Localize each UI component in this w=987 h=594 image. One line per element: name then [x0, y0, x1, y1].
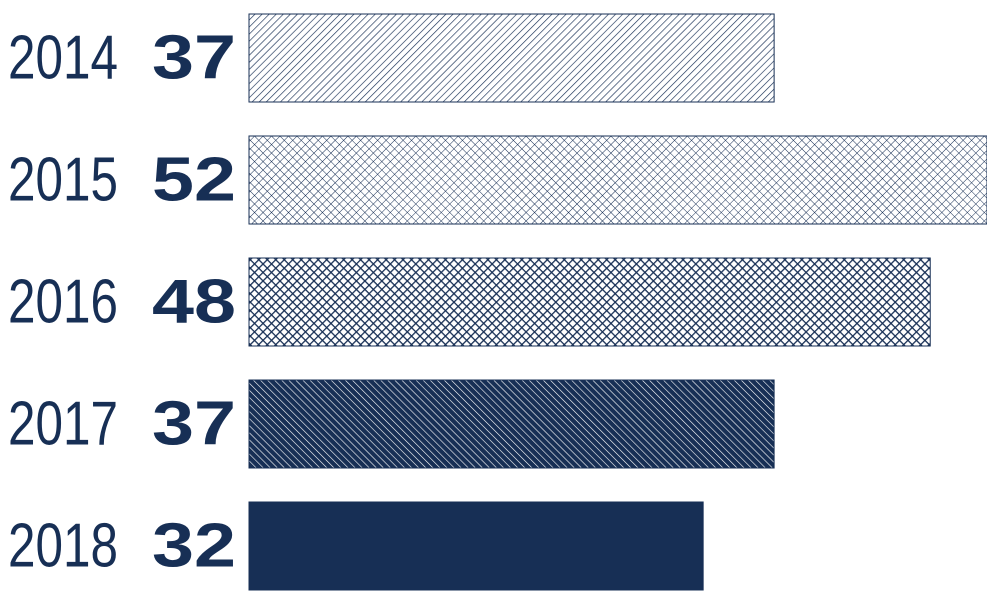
year-label: 2016 [8, 268, 118, 337]
bar-2014 [248, 13, 775, 103]
bar-row-2017: 2017 37 [8, 379, 775, 469]
value-label: 52 [152, 146, 236, 215]
bar-row-2015: 2015 52 [8, 135, 987, 225]
bar-2016 [248, 257, 931, 347]
value-label: 48 [152, 268, 236, 337]
bar-2017 [248, 379, 775, 469]
bar-2015 [248, 135, 987, 225]
chart-rows: 2014 37 2015 52 2016 48 2017 37 2018 32 [8, 13, 987, 591]
value-label: 37 [152, 390, 236, 459]
bar-row-2016: 2016 48 [8, 257, 931, 347]
year-label: 2015 [8, 146, 118, 215]
year-label: 2018 [8, 512, 118, 581]
value-label: 32 [152, 512, 236, 581]
bar-2018 [248, 501, 704, 591]
bar-row-2014: 2014 37 [8, 13, 775, 103]
value-label: 37 [152, 24, 236, 93]
year-label: 2014 [8, 24, 118, 93]
bar-row-2018: 2018 32 [8, 501, 704, 591]
year-label: 2017 [8, 390, 118, 459]
